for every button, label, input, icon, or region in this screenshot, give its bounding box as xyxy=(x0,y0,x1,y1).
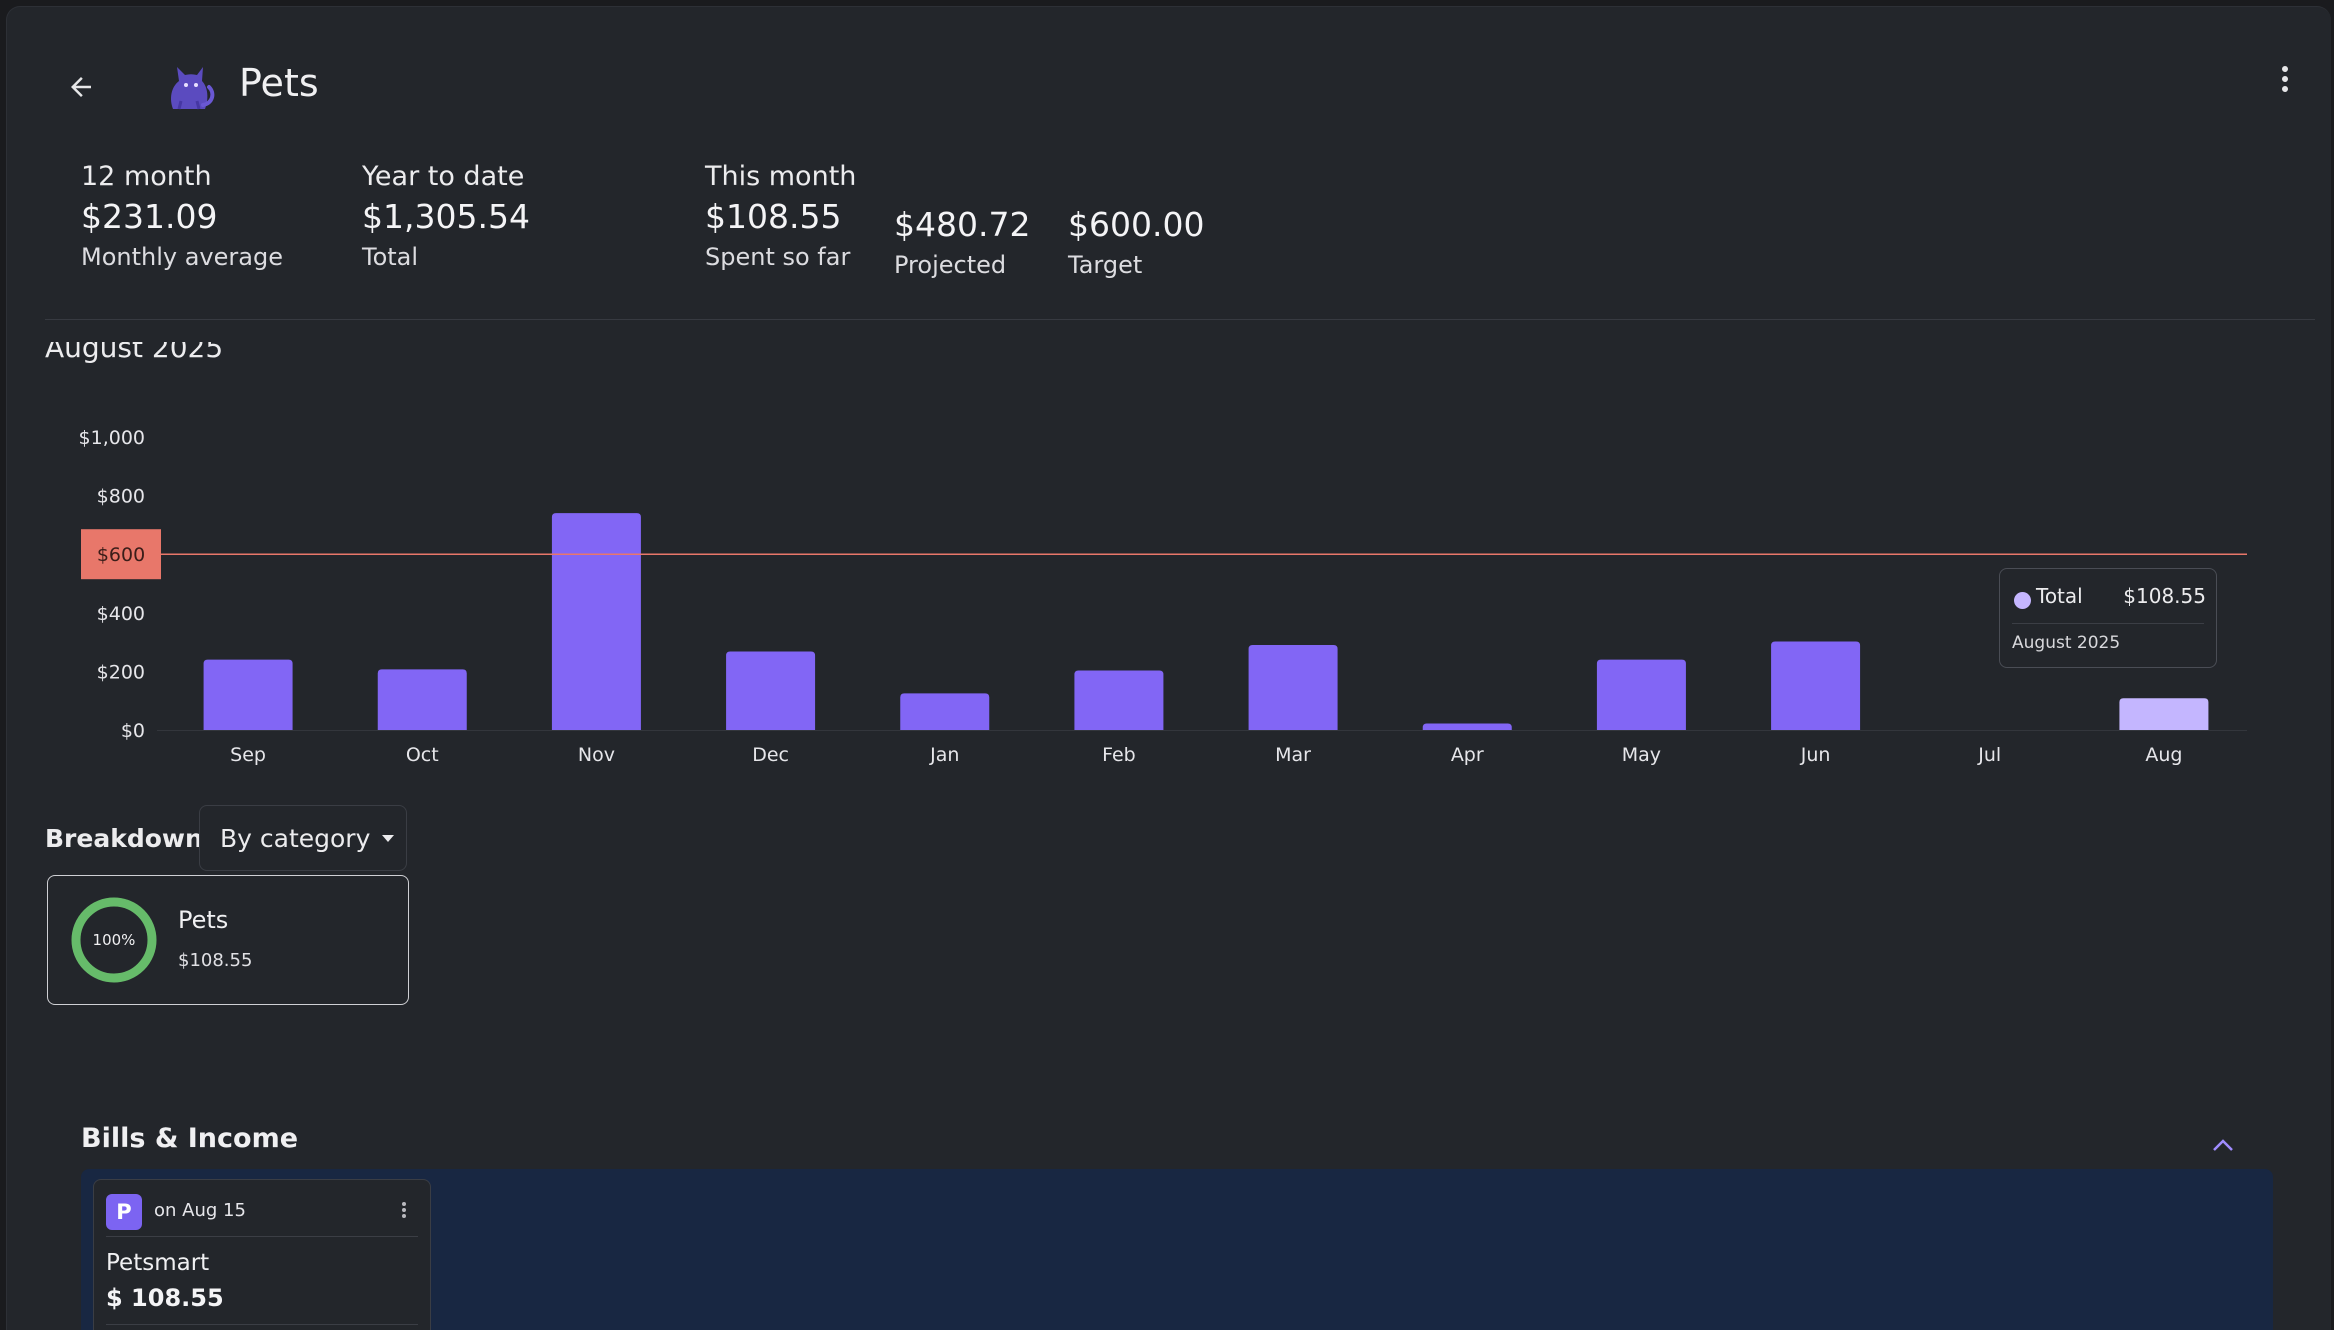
tooltip-series-name: Total xyxy=(2036,584,2083,608)
x-tick-label: Oct xyxy=(406,744,439,766)
stat-caption: Monthly average xyxy=(81,243,283,271)
chart-month-heading-text: August 2025 xyxy=(45,342,224,364)
bar-aug xyxy=(2119,698,2209,730)
category-share-arc xyxy=(71,897,157,983)
breakdown-mode-dropdown[interactable]: By category xyxy=(199,805,407,871)
stats-divider xyxy=(45,319,2315,320)
page-title: Pets xyxy=(239,61,319,105)
bar-may xyxy=(1596,659,1686,730)
target-badge-label: $600 xyxy=(97,544,145,566)
caret-down-icon xyxy=(382,834,395,842)
y-tick-label: $0 xyxy=(121,720,145,742)
bill-card-petsmart[interactable]: P on Aug 15 Petsmart $ 108.55 xyxy=(93,1179,431,1330)
cat-icon xyxy=(159,55,219,115)
bill-divider xyxy=(106,1324,418,1325)
x-tick-label: Nov xyxy=(578,744,615,766)
x-tick-label: Aug xyxy=(2145,744,2182,766)
y-tick-label: $400 xyxy=(97,603,145,625)
bar-oct xyxy=(377,669,467,730)
category-amount: $108.55 xyxy=(178,950,253,971)
chart-month-heading: August 2025 xyxy=(45,342,223,378)
bill-divider xyxy=(106,1236,418,1237)
bills-panel xyxy=(81,1169,2273,1330)
breakdown-label: Breakdown xyxy=(45,824,203,853)
stat-label: Year to date xyxy=(362,161,525,192)
tooltip-value: $108.55 xyxy=(2123,584,2206,608)
stat-target: $600.00 Target xyxy=(1068,203,1204,283)
stat-twelve-month: 12 month $231.09 Monthly average xyxy=(81,159,283,275)
y-tick-label: $200 xyxy=(97,661,145,683)
stat-value: $1,305.54 xyxy=(362,197,530,236)
category-percent: 100% xyxy=(92,931,136,949)
tooltip-date: August 2025 xyxy=(2012,633,2121,653)
monthly-spending-chart: $0 $200 $400 $800 $1,000 Sep Oct Nov Dec Jan Feb Ma… xyxy=(79,427,2247,766)
stat-value: $231.09 xyxy=(81,197,218,236)
x-tick-label: Mar xyxy=(1275,744,1311,766)
tooltip-series-dot xyxy=(2014,592,2031,609)
x-tick-label: Feb xyxy=(1102,744,1136,766)
stat-year-to-date: Year to date $1,305.54 Total xyxy=(362,159,530,275)
dropdown-selected-value: By category xyxy=(220,823,371,853)
arrow-left-icon xyxy=(71,77,91,97)
x-tick-label: Apr xyxy=(1451,744,1484,766)
x-tick-label: Jul xyxy=(1977,744,2001,766)
stat-value: $600.00 xyxy=(1068,205,1205,244)
bar-apr xyxy=(1422,723,1512,730)
stat-caption: Spent so far xyxy=(705,243,851,271)
x-tick-label: Jun xyxy=(1800,744,1831,766)
bill-more-button[interactable] xyxy=(392,1194,416,1226)
stat-value: $480.72 xyxy=(894,205,1031,244)
bar-jan xyxy=(900,693,990,730)
bar-jun xyxy=(1771,641,1861,730)
target-badge xyxy=(81,529,161,580)
more-vertical-icon xyxy=(402,1202,406,1218)
more-vertical-icon xyxy=(2282,66,2288,92)
category-name: Pets xyxy=(178,906,229,934)
app-window: Pets 12 month $231.09 Monthly average Ye… xyxy=(6,6,2331,1330)
y-tick-label: $1,000 xyxy=(79,427,145,449)
collapse-bills-button[interactable] xyxy=(2203,1125,2243,1165)
tooltip-divider xyxy=(2012,623,2204,624)
stat-label: This month xyxy=(705,161,857,192)
bill-due-date: on Aug 15 xyxy=(154,1200,246,1221)
category-share-donut xyxy=(71,897,157,983)
bar-nov xyxy=(551,513,641,730)
stat-projected: $480.72 Projected xyxy=(894,203,1030,283)
stat-caption: Total xyxy=(362,243,419,271)
bar-feb xyxy=(1074,670,1164,730)
x-tick-label: Sep xyxy=(230,744,266,766)
x-tick-label: May xyxy=(1622,744,1661,766)
bill-name: Petsmart xyxy=(106,1250,210,1276)
back-button[interactable] xyxy=(57,63,105,111)
x-tick-label: Jan xyxy=(929,744,959,766)
bar-sep xyxy=(203,659,293,730)
chart-tooltip: Total $108.55 August 2025 xyxy=(1999,568,2217,668)
stat-value: $108.55 xyxy=(705,197,842,236)
stat-caption: Projected xyxy=(894,251,1007,279)
bill-amount: $ 108.55 xyxy=(106,1284,224,1312)
stat-label: 12 month xyxy=(81,161,212,192)
bar-mar xyxy=(1248,645,1338,730)
bar-dec xyxy=(726,651,816,730)
x-tick-label: Dec xyxy=(752,744,789,766)
category-card-pets[interactable]: 100% Pets $108.55 xyxy=(47,875,409,1005)
stat-this-month: This month $108.55 Spent so far xyxy=(705,159,856,275)
bill-avatar: P xyxy=(106,1194,142,1230)
chevron-up-icon xyxy=(2213,1139,2233,1151)
stat-caption: Target xyxy=(1068,251,1143,279)
more-options-button[interactable] xyxy=(2265,57,2305,101)
y-tick-label: $800 xyxy=(97,486,145,508)
bills-income-title: Bills & Income xyxy=(81,1123,299,1154)
